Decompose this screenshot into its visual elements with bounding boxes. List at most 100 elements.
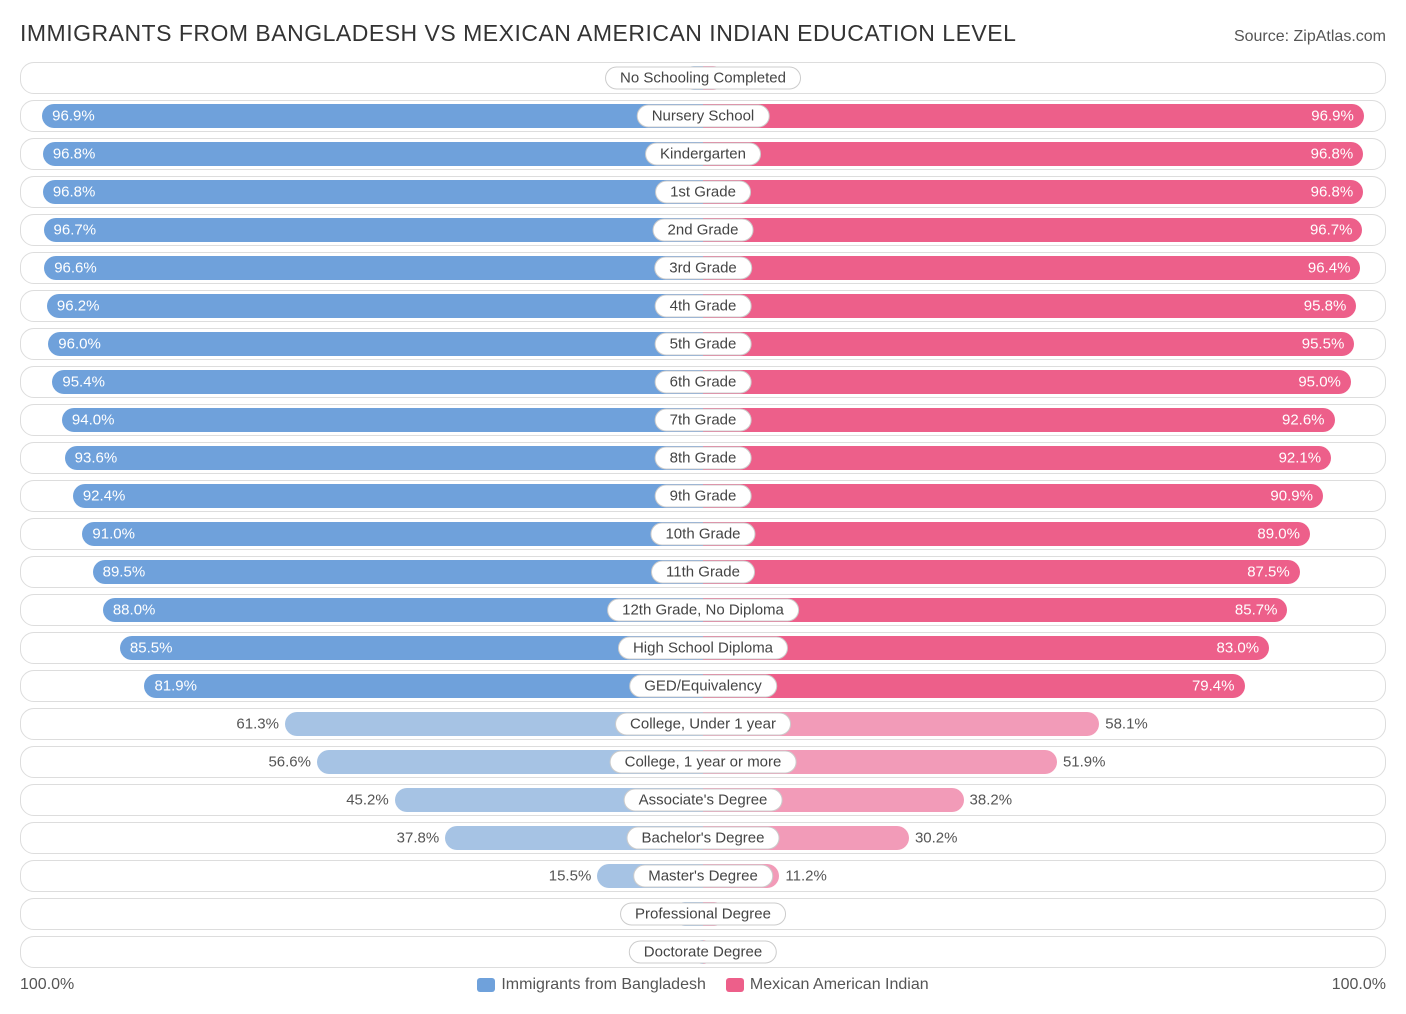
bar-left: 96.8%: [43, 142, 703, 166]
value-left: 61.3%: [236, 716, 279, 733]
category-label: GED/Equivalency: [629, 675, 777, 698]
axis-left-max: 100.0%: [20, 976, 74, 994]
value-left: 91.0%: [92, 526, 135, 543]
legend-item-right: Mexican American Indian: [726, 976, 929, 994]
value-left: 56.6%: [268, 754, 311, 771]
chart-row: 96.8% 96.8% Kindergarten: [20, 138, 1386, 170]
bar-left: 96.9%: [42, 104, 703, 128]
chart-row: 1.8%1.4%Doctorate Degree: [20, 936, 1386, 968]
value-left: 96.2%: [57, 298, 100, 315]
category-label: 1st Grade: [655, 181, 751, 204]
value-right: 30.2%: [915, 830, 958, 847]
bar-right: 92.1%: [703, 446, 1331, 470]
category-label: 3rd Grade: [654, 257, 752, 280]
bar-right: 89.0%: [703, 522, 1310, 546]
value-left: 81.9%: [154, 678, 197, 695]
value-left: 45.2%: [346, 792, 389, 809]
value-left: 88.0%: [113, 602, 156, 619]
value-right: 95.5%: [1302, 336, 1345, 353]
chart-row: 37.8%30.2%Bachelor's Degree: [20, 822, 1386, 854]
bar-right: 95.5%: [703, 332, 1354, 356]
chart-row: 3.1%3.2%No Schooling Completed: [20, 62, 1386, 94]
value-left: 96.7%: [54, 222, 97, 239]
category-label: Nursery School: [637, 105, 770, 128]
chart-row: 91.0% 89.0%10th Grade: [20, 518, 1386, 550]
category-label: College, 1 year or more: [610, 751, 797, 774]
value-left: 92.4%: [83, 488, 126, 505]
chart-row: 15.5%11.2%Master's Degree: [20, 860, 1386, 892]
source-label: Source:: [1234, 28, 1289, 45]
chart-header: IMMIGRANTS FROM BANGLADESH VS MEXICAN AM…: [20, 20, 1386, 47]
value-left: 89.5%: [103, 564, 146, 581]
value-right: 92.1%: [1279, 450, 1322, 467]
legend-label-left: Immigrants from Bangladesh: [501, 976, 706, 994]
value-right: 90.9%: [1270, 488, 1313, 505]
bar-right: 79.4%: [703, 674, 1245, 698]
bar-right: 96.7%: [703, 218, 1362, 242]
bar-right: 96.9%: [703, 104, 1364, 128]
legend-label-right: Mexican American Indian: [750, 976, 929, 994]
chart-row: 96.8%96.8%1st Grade: [20, 176, 1386, 208]
value-right: 38.2%: [970, 792, 1013, 809]
value-right: 95.8%: [1304, 298, 1347, 315]
value-left: 94.0%: [72, 412, 115, 429]
category-label: Doctorate Degree: [629, 941, 777, 964]
legend-item-left: Immigrants from Bangladesh: [477, 976, 706, 994]
value-right: 96.9%: [1311, 108, 1354, 125]
chart-row: 96.7%96.7%2nd Grade: [20, 214, 1386, 246]
chart-row: 96.2% 95.8% 4th Grade: [20, 290, 1386, 322]
category-label: 11th Grade: [651, 561, 755, 584]
value-left: 96.6%: [54, 260, 97, 277]
value-right: 96.7%: [1310, 222, 1353, 239]
value-right: 85.7%: [1235, 602, 1278, 619]
bar-left: 96.6%: [44, 256, 703, 280]
chart-row: 93.6% 92.1% 8th Grade: [20, 442, 1386, 474]
chart-row: 56.6% 51.9% College, 1 year or more: [20, 746, 1386, 778]
bar-right: 87.5%: [703, 560, 1300, 584]
chart-footer: 100.0% Immigrants from Bangladesh Mexica…: [20, 976, 1386, 994]
chart-legend: Immigrants from Bangladesh Mexican Ameri…: [477, 976, 928, 994]
bar-left: 89.5%: [93, 560, 703, 584]
bar-right: 96.8%: [703, 180, 1363, 204]
chart-row: 89.5% 87.5% 11th Grade: [20, 556, 1386, 588]
value-right: 58.1%: [1105, 716, 1148, 733]
value-right: 96.8%: [1311, 146, 1354, 163]
bar-right: 92.6%: [703, 408, 1335, 432]
chart-row: 85.5% 83.0% High School Diploma: [20, 632, 1386, 664]
value-left: 96.9%: [52, 108, 95, 125]
category-label: No Schooling Completed: [605, 67, 801, 90]
chart-row: 88.0%85.7%12th Grade, No Diploma: [20, 594, 1386, 626]
bar-left: 96.0%: [48, 332, 703, 356]
chart-row: 92.4%90.9%9th Grade: [20, 480, 1386, 512]
bar-left: 96.8%: [43, 180, 703, 204]
value-right: 87.5%: [1247, 564, 1290, 581]
value-right: 51.9%: [1063, 754, 1106, 771]
category-label: Kindergarten: [645, 143, 761, 166]
value-left: 37.8%: [397, 830, 440, 847]
category-label: 10th Grade: [650, 523, 755, 546]
category-label: Professional Degree: [620, 903, 786, 926]
chart-row: 81.9% 79.4%GED/Equivalency: [20, 670, 1386, 702]
chart-row: 4.4%3.3%Professional Degree: [20, 898, 1386, 930]
value-right: 83.0%: [1217, 640, 1260, 657]
bar-right: 95.8%: [703, 294, 1356, 318]
category-label: 8th Grade: [655, 447, 752, 470]
value-left: 95.4%: [62, 374, 105, 391]
bar-left: 81.9%: [144, 674, 703, 698]
bar-left: 94.0%: [62, 408, 703, 432]
value-left: 85.5%: [130, 640, 173, 657]
chart-title: IMMIGRANTS FROM BANGLADESH VS MEXICAN AM…: [20, 20, 1016, 47]
value-right: 96.8%: [1311, 184, 1354, 201]
value-left: 96.8%: [53, 146, 96, 163]
legend-swatch-right: [726, 978, 744, 992]
bar-right: 90.9%: [703, 484, 1323, 508]
chart-row: 61.3%58.1%College, Under 1 year: [20, 708, 1386, 740]
chart-row: 96.0%95.5%5th Grade: [20, 328, 1386, 360]
value-right: 11.2%: [785, 868, 826, 885]
category-label: High School Diploma: [618, 637, 788, 660]
value-right: 95.0%: [1298, 374, 1341, 391]
value-left: 93.6%: [75, 450, 118, 467]
value-left: 15.5%: [549, 868, 592, 885]
category-label: 4th Grade: [655, 295, 752, 318]
chart-body: 3.1%3.2%No Schooling Completed 96.9% 96.9%…: [20, 62, 1386, 968]
